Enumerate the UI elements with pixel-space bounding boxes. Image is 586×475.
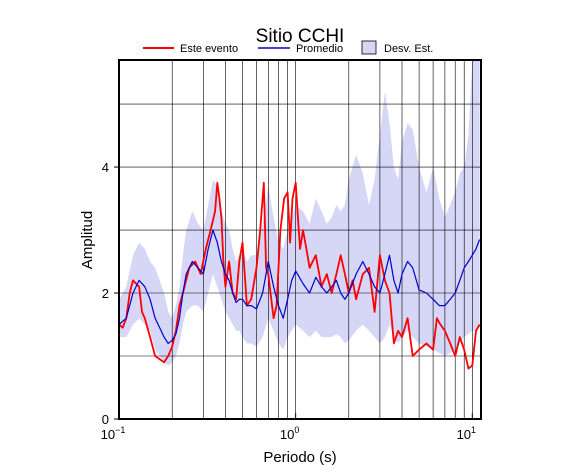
y-tick-label: 4 <box>102 160 109 175</box>
grid-layer <box>119 60 481 419</box>
x-tick-label: 10−1 <box>101 425 126 442</box>
x-tick-label: 101 <box>457 425 476 442</box>
std-band <box>119 60 480 366</box>
y-axis-label: Amplitud <box>79 211 96 269</box>
tick-layer: 10−1 100 101 0 2 4 <box>101 160 476 442</box>
legend-label-event: Este evento <box>180 43 238 55</box>
x-axis-label: Periodo (s) <box>263 449 336 466</box>
series-layer <box>118 181 481 370</box>
legend-label-std: Desv. Est. <box>384 43 433 55</box>
legend: Este evento Promedio Desv. Est. <box>143 40 433 55</box>
plot-frame <box>118 59 482 420</box>
y-tick-label: 2 <box>102 286 109 301</box>
series-line-mean <box>118 229 481 344</box>
chart-title: Sitio CCHI <box>256 26 345 47</box>
std-band-layer <box>119 60 480 366</box>
x-tick-label: 100 <box>280 425 299 442</box>
y-tick-label: 0 <box>102 412 109 427</box>
legend-swatch-std <box>361 40 377 55</box>
legend-label-mean: Promedio <box>296 43 343 55</box>
series-line-event <box>118 181 481 370</box>
